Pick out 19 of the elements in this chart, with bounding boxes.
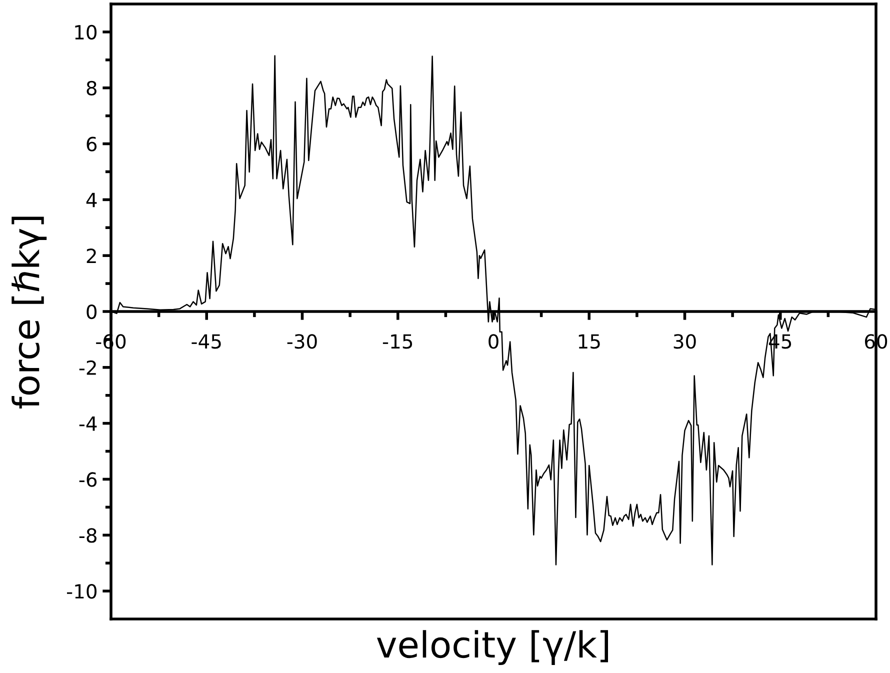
y-axis-title: force [ℏkγ] bbox=[12, 216, 47, 409]
y-tick-label: 0 bbox=[86, 304, 97, 320]
x-tick-label: 30 bbox=[674, 334, 696, 349]
y-tick-label: -8 bbox=[79, 528, 96, 543]
y-tick-label: 8 bbox=[86, 80, 96, 96]
y-tick-label: 4 bbox=[86, 192, 97, 208]
y-tick-label: 10 bbox=[75, 24, 97, 40]
x-tick-label: -30 bbox=[287, 334, 317, 349]
y-tick-label: 6 bbox=[86, 136, 97, 152]
x-axis-title: velocity [γ/k] bbox=[376, 630, 608, 666]
y-tick-label: -4 bbox=[79, 416, 97, 431]
y-tick-label: -10 bbox=[67, 584, 97, 599]
x-tick-label: 15 bbox=[578, 334, 600, 349]
x-tick-label: -15 bbox=[382, 334, 412, 349]
x-tick-label: 0 bbox=[488, 334, 498, 349]
y-tick-label: 2 bbox=[86, 248, 96, 263]
y-tick-label: -2 bbox=[79, 360, 96, 375]
y-tick-label: -6 bbox=[79, 472, 97, 487]
x-tick-label: -45 bbox=[192, 334, 221, 349]
